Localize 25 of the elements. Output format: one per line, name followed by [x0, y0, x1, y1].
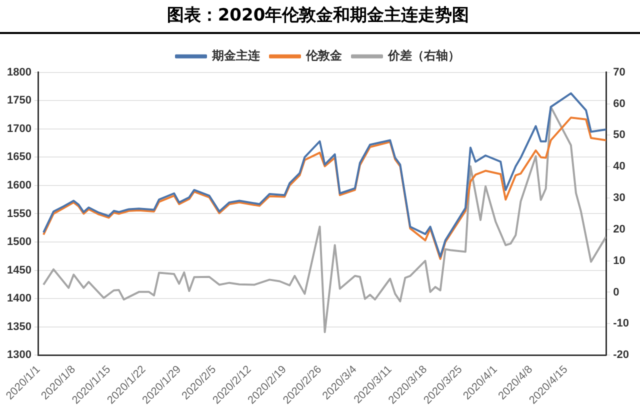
y-tick-label: 1800: [6, 66, 32, 78]
y-tick-label: 1500: [6, 236, 32, 248]
y2-tick-label: -20: [613, 349, 630, 362]
y2-tick-label: 30: [613, 192, 626, 204]
y-tick-label: 1750: [6, 94, 32, 107]
legend-label: 价差（右轴）: [387, 48, 460, 63]
legend-label: 期金主连: [211, 48, 261, 63]
y2-tick-label: 70: [613, 66, 626, 78]
y-tick-label: 1400: [6, 292, 32, 305]
y2-tick-label: 60: [613, 98, 626, 110]
chart-title: 图表：2020年伦敦金和期金主连走势图: [166, 6, 470, 26]
y2-tick-label: 40: [613, 160, 626, 173]
y-tick-label: 1300: [6, 349, 32, 362]
y-tick-label: 1600: [6, 179, 32, 192]
y2-tick-label: 20: [613, 223, 626, 236]
legend-label: 伦敦金: [305, 48, 343, 63]
y-tick-label: 1450: [6, 264, 32, 276]
y-tick-label: 1700: [6, 122, 32, 135]
y2-tick-label: 0: [613, 286, 620, 298]
y-tick-label: 1350: [6, 320, 32, 333]
y-tick-label: 1550: [6, 208, 32, 220]
y-tick-label: 1650: [6, 151, 32, 164]
y2-tick-label: -10: [613, 318, 630, 330]
y2-tick-label: 10: [613, 254, 626, 267]
y2-tick-label: 50: [613, 129, 626, 142]
